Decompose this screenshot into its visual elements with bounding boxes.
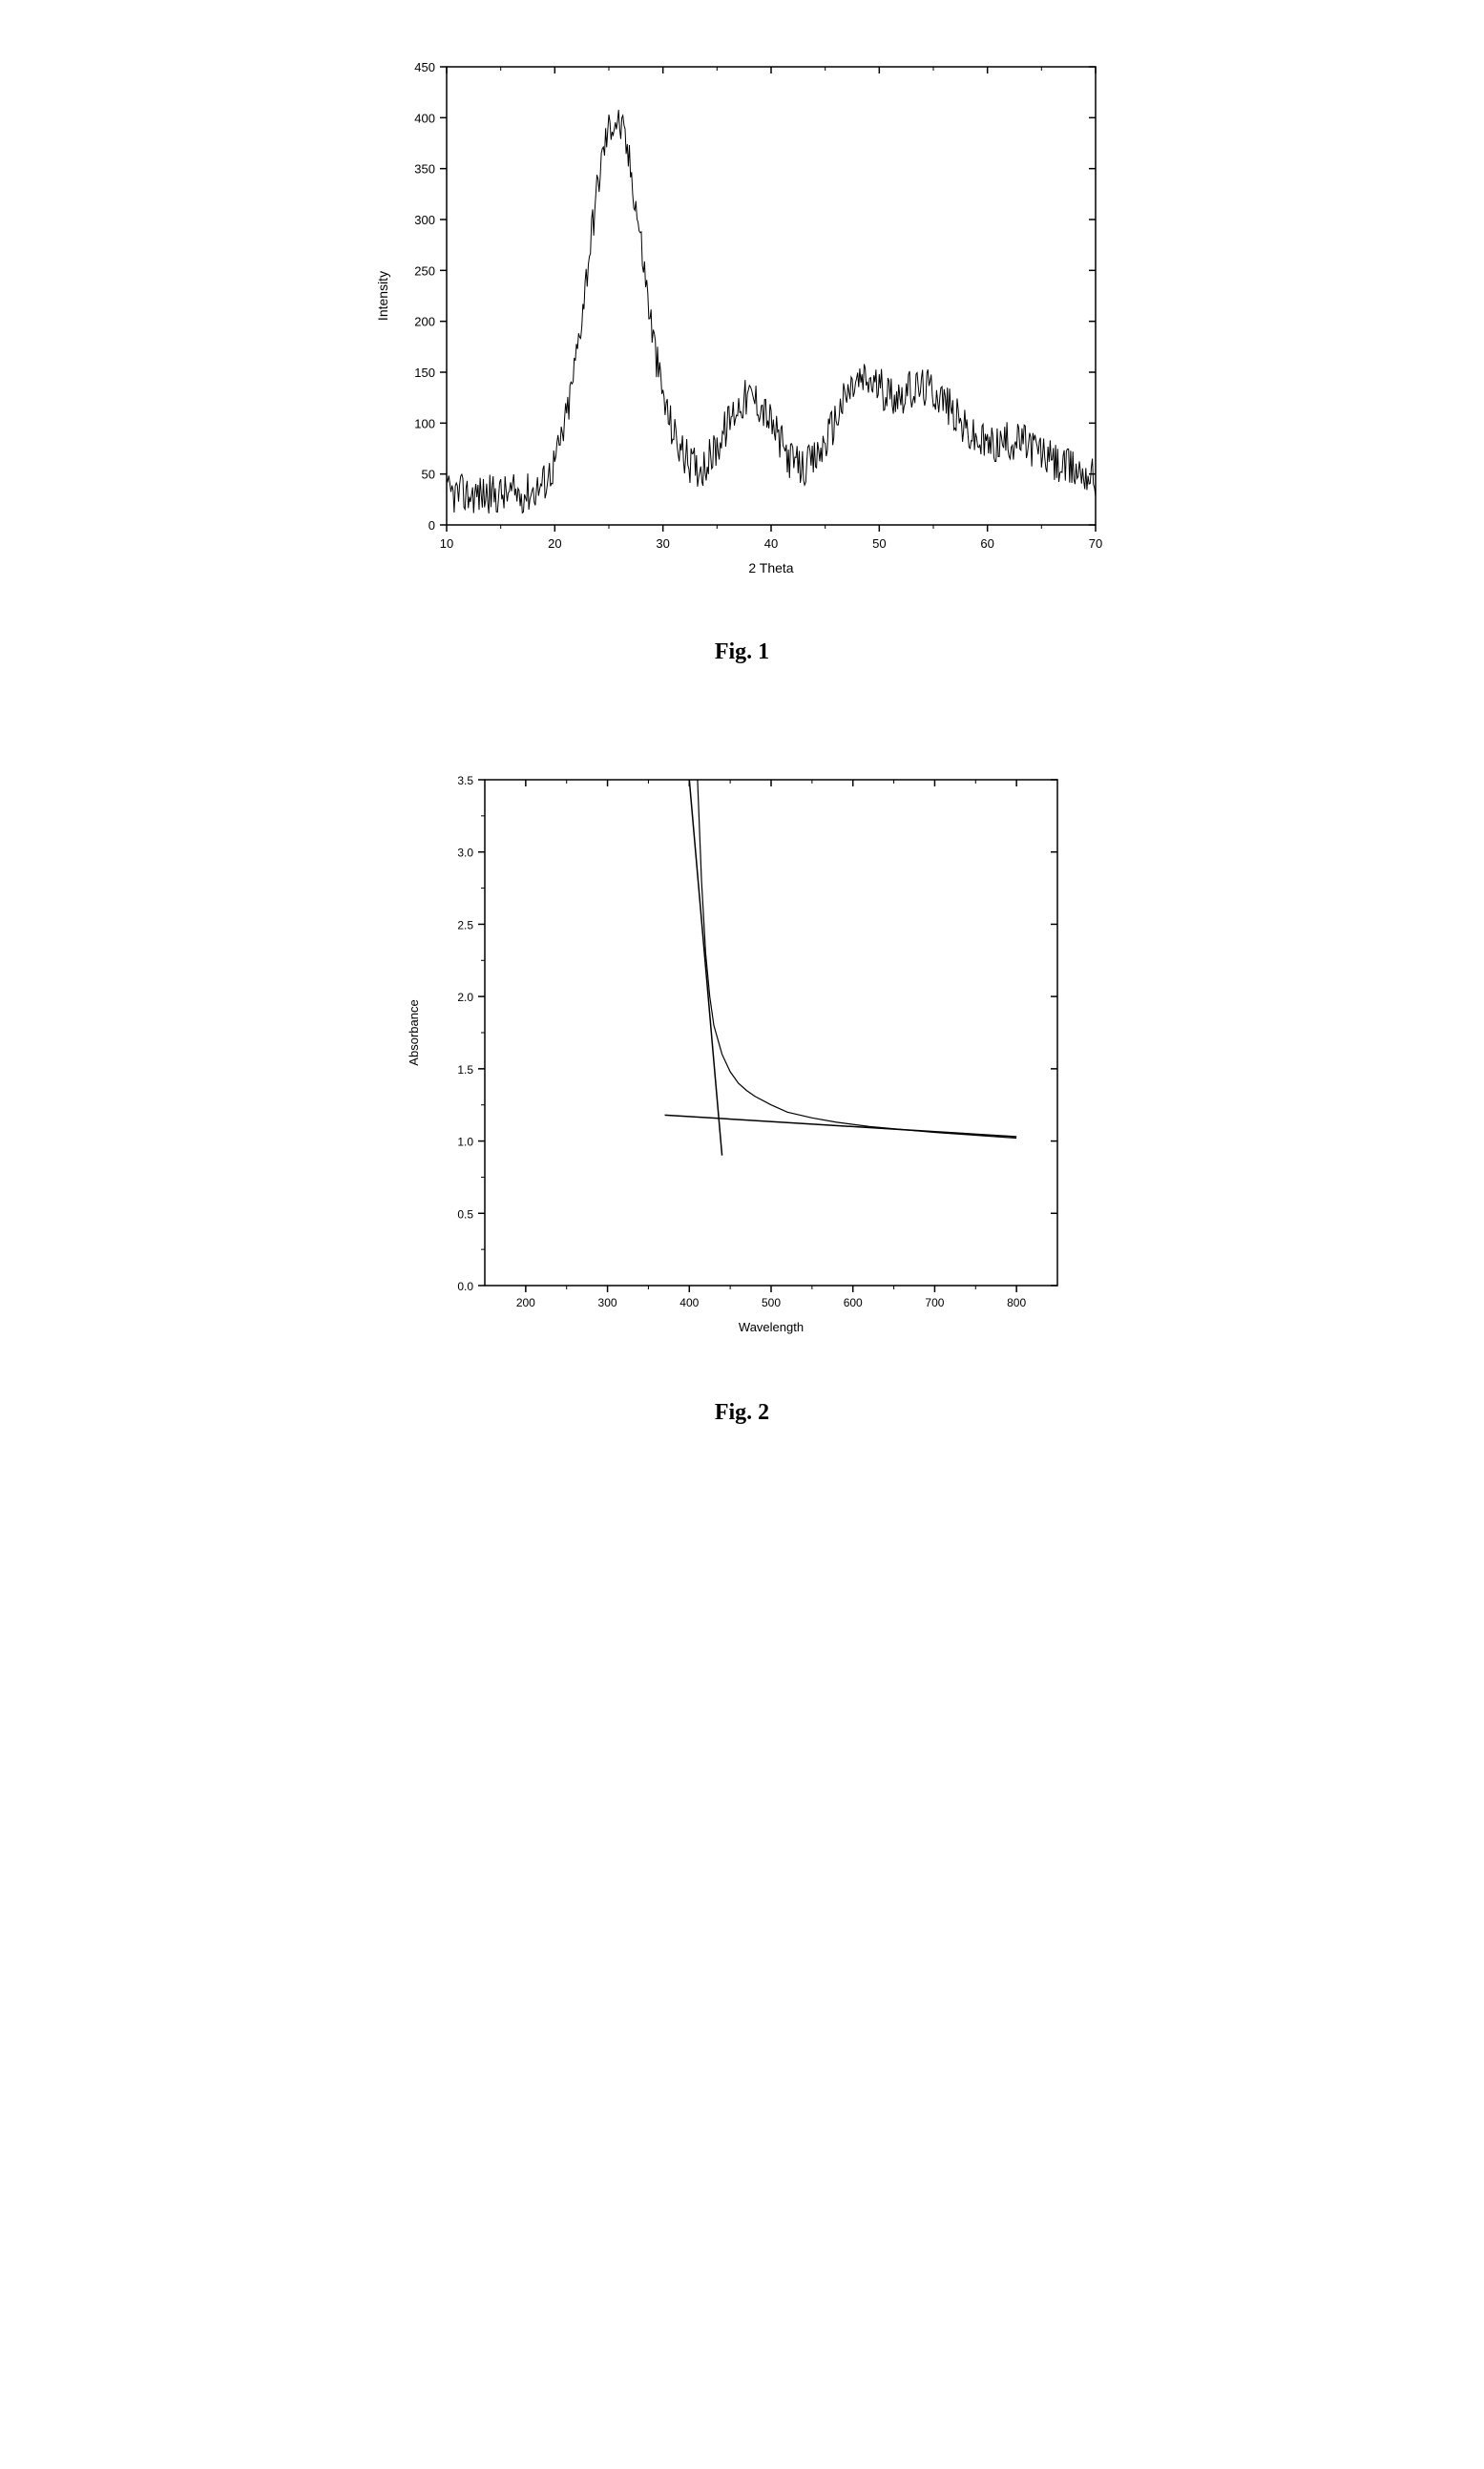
figure-2-container: 200 300 400 500 600 700 800 0.0 0.5 1.0 1.5 2.0 2.5 3… (76, 761, 1408, 1426)
figure-1-caption: Fig. 1 (715, 639, 769, 665)
svg-text:40: 40 (763, 536, 777, 551)
svg-text:2.5: 2.5 (457, 918, 473, 931)
svg-text:2 Theta: 2 Theta (748, 560, 793, 575)
svg-text:700: 700 (925, 1296, 944, 1309)
svg-text:60: 60 (980, 536, 993, 551)
svg-text:100: 100 (414, 416, 435, 430)
svg-text:200: 200 (515, 1296, 534, 1309)
svg-text:500: 500 (761, 1296, 780, 1309)
svg-text:800: 800 (1007, 1296, 1026, 1309)
svg-text:Intensity: Intensity (375, 271, 390, 321)
svg-text:20: 20 (548, 536, 561, 551)
svg-text:50: 50 (872, 536, 886, 551)
svg-text:400: 400 (679, 1296, 699, 1309)
svg-text:150: 150 (414, 366, 435, 380)
svg-text:50: 50 (421, 468, 434, 482)
svg-text:Absorbance: Absorbance (407, 999, 421, 1065)
svg-text:200: 200 (414, 315, 435, 329)
svg-text:70: 70 (1088, 536, 1101, 551)
svg-text:0: 0 (428, 518, 434, 533)
svg-text:0.0: 0.0 (457, 1280, 473, 1293)
svg-text:2.0: 2.0 (457, 991, 473, 1004)
svg-text:450: 450 (414, 60, 435, 74)
svg-text:1.0: 1.0 (457, 1136, 473, 1149)
figure-1-container: 10 20 30 40 50 60 70 0 50 100 150 200 250 300 350 400 45… (76, 48, 1408, 665)
svg-text:3.5: 3.5 (457, 774, 473, 787)
figure-2-chart: 200 300 400 500 600 700 800 0.0 0.5 1.0 1.5 2.0 2.5 3… (399, 761, 1086, 1343)
figure-1-chart: 10 20 30 40 50 60 70 0 50 100 150 200 250 300 350 400 45… (370, 48, 1115, 582)
figure-2-caption: Fig. 2 (715, 1400, 769, 1426)
svg-text:400: 400 (414, 111, 435, 125)
svg-text:3.0: 3.0 (457, 847, 473, 860)
absorbance-spectrum-chart: 200 300 400 500 600 700 800 0.0 0.5 1.0 1.5 2.0 2.5 3… (399, 761, 1086, 1343)
svg-text:350: 350 (414, 162, 435, 177)
svg-text:250: 250 (414, 263, 435, 278)
svg-text:1.5: 1.5 (457, 1063, 473, 1077)
svg-text:600: 600 (843, 1296, 862, 1309)
svg-text:0.5: 0.5 (457, 1207, 473, 1221)
xrd-intensity-chart: 10 20 30 40 50 60 70 0 50 100 150 200 250 300 350 400 45… (370, 48, 1115, 582)
svg-text:300: 300 (597, 1296, 617, 1309)
svg-text:10: 10 (439, 536, 452, 551)
svg-text:300: 300 (414, 213, 435, 227)
svg-text:30: 30 (656, 536, 669, 551)
svg-text:Wavelength: Wavelength (738, 1320, 803, 1334)
